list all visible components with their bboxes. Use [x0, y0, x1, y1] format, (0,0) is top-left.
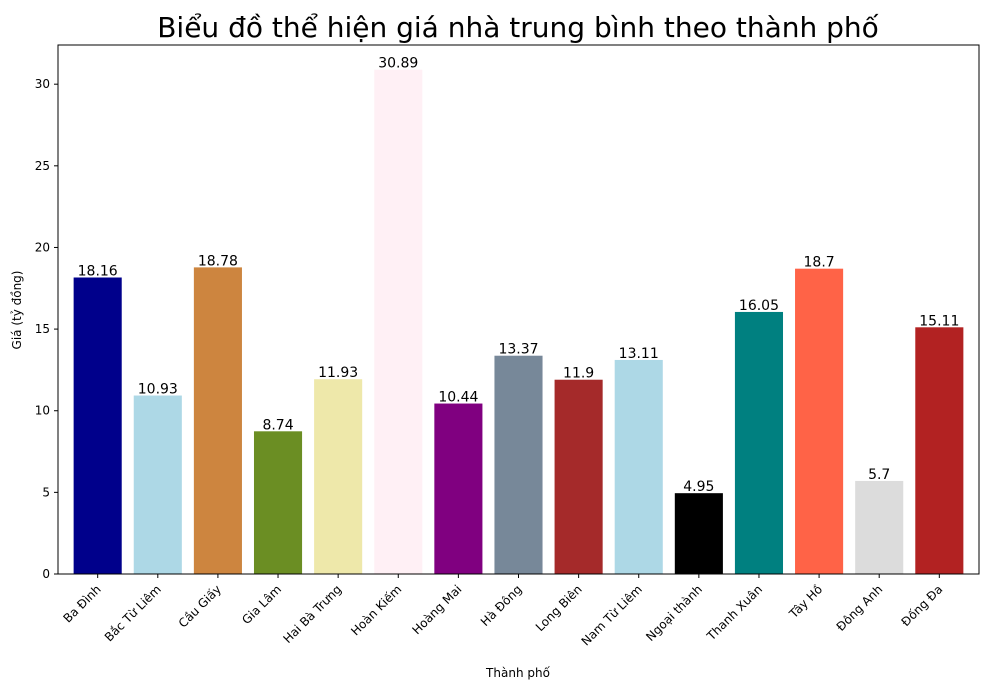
y-tick-label: 30	[35, 77, 50, 91]
bar	[494, 355, 543, 574]
x-tick-label: Cầu Giấy	[176, 582, 224, 630]
bar-value-label: 16.05	[739, 298, 779, 314]
bar	[855, 480, 904, 574]
bar	[434, 403, 483, 574]
bar	[253, 431, 303, 574]
x-tick-label: Hà Đông	[478, 582, 525, 629]
bar	[193, 267, 242, 574]
bar-value-label: 18.78	[198, 253, 238, 269]
bar	[674, 493, 723, 574]
bar-value-label: 5.7	[868, 467, 890, 483]
bar-value-label: 15.11	[919, 313, 959, 329]
y-tick-label: 20	[35, 240, 50, 254]
x-tick-label: Ba Đình	[60, 582, 103, 625]
bar-value-label: 13.37	[498, 342, 538, 358]
bar-value-label: 10.44	[438, 390, 478, 406]
bar	[795, 268, 844, 574]
bar-value-label: 11.9	[563, 366, 594, 382]
bar-value-label: 18.7	[804, 255, 835, 271]
y-tick-label: 25	[35, 159, 50, 173]
bar-value-label: 11.93	[318, 365, 358, 381]
bar	[133, 395, 182, 574]
y-tick-label: 15	[35, 322, 50, 336]
x-tick-label: Hoàng Mai	[409, 582, 464, 637]
bar	[554, 379, 603, 574]
x-tick-label: Gia Lâm	[239, 582, 284, 627]
bar	[73, 277, 122, 574]
x-tick-label: Hoàn Kiếm	[348, 582, 404, 638]
bar-value-label: 30.89	[378, 56, 418, 72]
bar-value-label: 8.74	[262, 417, 293, 433]
y-tick-label: 0	[42, 567, 50, 581]
x-tick-label: Bắc Từ Liêm	[102, 582, 164, 644]
plot-frame	[57, 44, 980, 575]
x-tick-label: Ngoại thành	[643, 582, 705, 644]
x-tick-label: Nam Từ Liêm	[579, 582, 645, 648]
x-tick-label: Đông Anh	[834, 582, 886, 634]
bar-value-label: 4.95	[683, 479, 714, 495]
y-axis-label: Giá (tỷ đồng)	[10, 271, 24, 350]
bar	[734, 311, 784, 574]
x-tick-label: Đống Đa	[899, 582, 946, 629]
y-tick-label: 5	[42, 485, 50, 499]
x-tick-label: Hai Bà Trưng	[280, 582, 344, 646]
x-axis-label: Thành phố	[485, 666, 551, 680]
bar-value-label: 18.16	[78, 264, 118, 280]
bar-value-label: 10.93	[138, 382, 178, 398]
bar-value-label: 13.11	[619, 346, 659, 362]
y-tick-label: 10	[35, 404, 50, 418]
x-tick-label: Long Biên	[533, 582, 585, 634]
plot-area: 18.16 10.93 18.78 8.74 11.93 30.89 10.44 13.37 1…	[35, 44, 980, 648]
bar	[915, 327, 964, 574]
bar	[614, 359, 663, 574]
chart-title: Biểu đồ thể hiện giá nhà trung bình theo…	[157, 11, 879, 44]
x-tick-label: Tây Hồ	[786, 582, 825, 621]
x-tick-label: Thanh Xuân	[703, 582, 765, 644]
bar	[374, 69, 423, 575]
bar	[314, 379, 363, 574]
